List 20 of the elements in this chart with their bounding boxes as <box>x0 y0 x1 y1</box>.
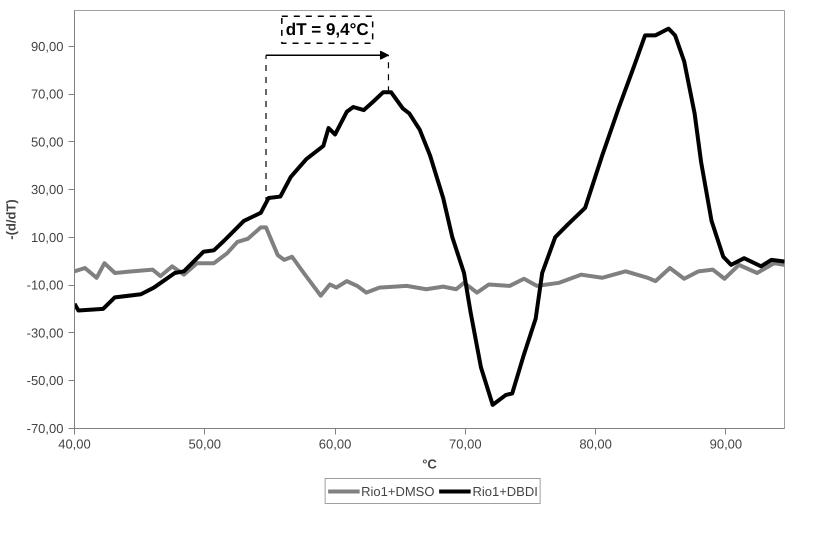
x-tick-label: 80,00 <box>579 436 612 452</box>
y-axis-title: -(d/dT) <box>4 199 19 240</box>
x-tick-label: 50,00 <box>188 436 222 452</box>
y-tick-label: 30,00 <box>30 182 64 198</box>
y-tick-label: -70,00 <box>26 421 64 436</box>
x-axis-title: °C <box>422 456 438 472</box>
x-tick-label: 40,00 <box>58 436 91 452</box>
annotation: dT = 9,4°C <box>286 20 369 40</box>
y-tick-label: 10,00 <box>30 230 64 245</box>
y-tick-label: -50,00 <box>26 373 64 388</box>
x-tick-label: 60,00 <box>318 436 352 452</box>
legend-label: Rio1+DMSO <box>361 484 434 498</box>
legend-label: Rio1+DBDI <box>472 484 538 498</box>
y-tick-label: 70,00 <box>30 86 64 102</box>
x-tick-label: 90,00 <box>710 436 742 452</box>
y-tick-label: -10,00 <box>26 278 64 293</box>
x-tick-label: 70,00 <box>449 436 482 452</box>
y-tick-label: 50,00 <box>30 134 64 150</box>
y-tick-label: -30,00 <box>26 325 64 340</box>
y-tick-label: 90,00 <box>30 38 64 54</box>
